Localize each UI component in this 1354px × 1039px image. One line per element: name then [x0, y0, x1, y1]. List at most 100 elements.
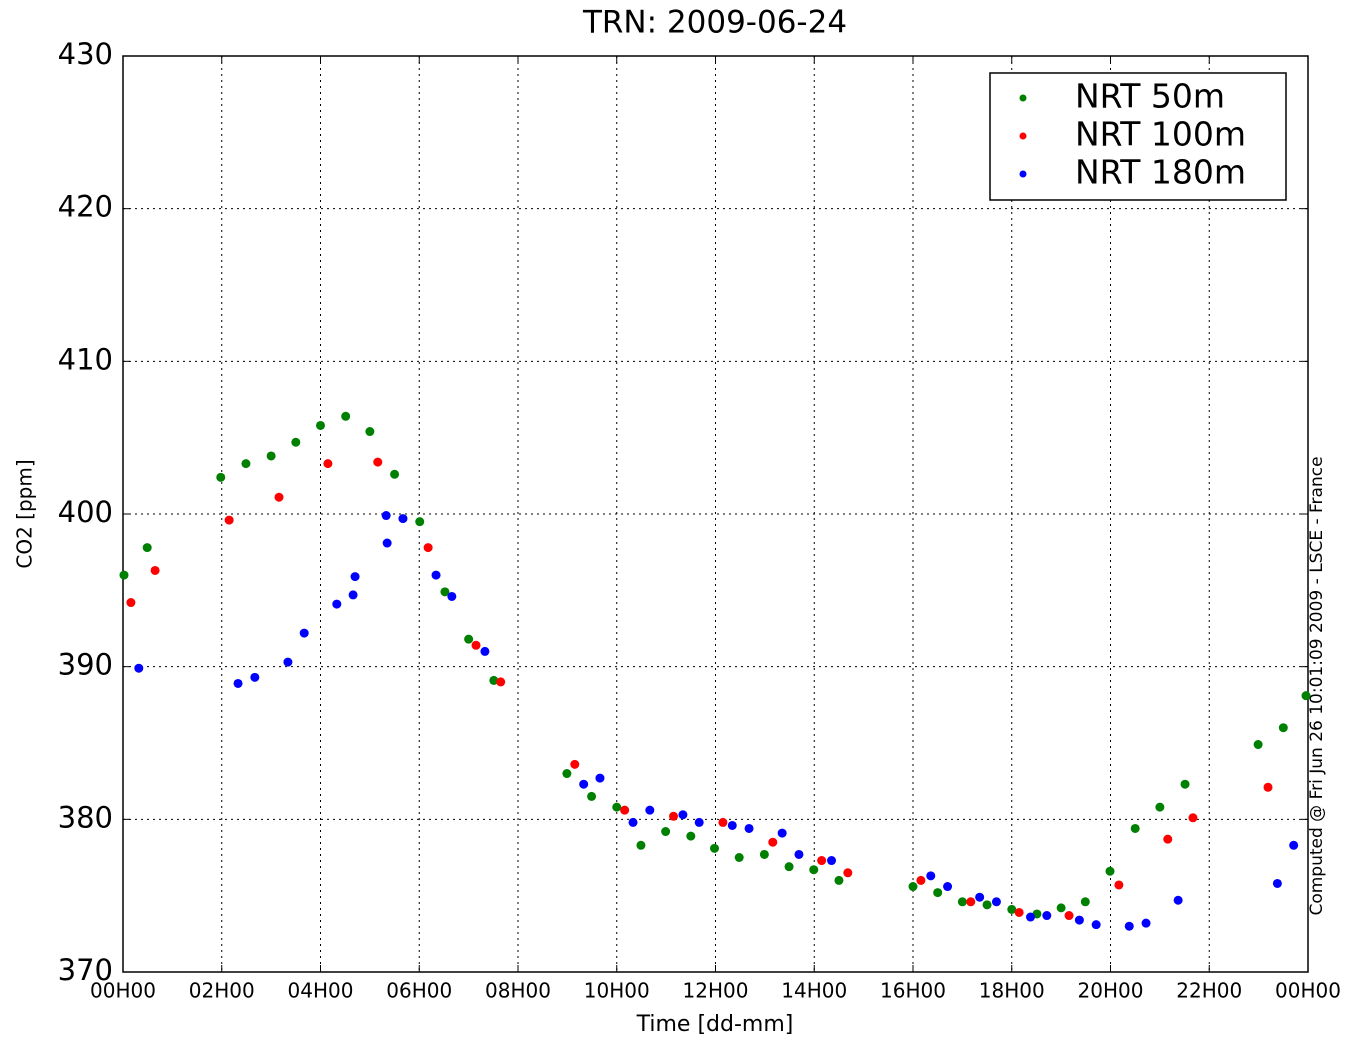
point [266, 451, 276, 461]
point [1130, 823, 1140, 833]
point [1105, 866, 1115, 876]
point [415, 517, 425, 527]
point [1114, 880, 1124, 890]
y-tick-label: 430 [58, 37, 113, 71]
point [1188, 813, 1198, 823]
point [1080, 897, 1090, 907]
x-tick-label: 00H00 [1275, 979, 1341, 1003]
legend-label: NRT 100m [1075, 115, 1246, 154]
point [744, 823, 754, 833]
point [768, 837, 778, 847]
point [678, 810, 688, 820]
point [423, 543, 433, 553]
point [661, 827, 671, 837]
y-tick-label: 410 [58, 342, 113, 376]
point [431, 570, 441, 580]
point [620, 805, 630, 815]
point [1163, 834, 1173, 844]
annotation: Computed @ Fri Jun 26 10:01:09 2009 - LS… [1307, 456, 1327, 915]
point [471, 640, 481, 650]
point [341, 411, 351, 421]
point [350, 572, 360, 582]
point [373, 457, 383, 467]
legend-label: NRT 50m [1075, 77, 1225, 116]
point [809, 865, 819, 875]
point [834, 875, 844, 885]
point [216, 472, 226, 482]
point [323, 459, 333, 469]
point [1272, 878, 1282, 888]
plot-frame [122, 55, 1309, 973]
point [933, 888, 943, 898]
x-tick-label: 18H00 [979, 979, 1045, 1003]
point [587, 791, 597, 801]
point [1042, 911, 1052, 921]
point [150, 565, 160, 575]
point [1253, 740, 1263, 750]
chart-title: TRN: 2009-06-24 [582, 5, 847, 41]
point [991, 897, 1001, 907]
point [784, 862, 794, 872]
point [250, 672, 260, 682]
point [1007, 904, 1017, 914]
y-tick-label: 370 [58, 953, 113, 987]
point [126, 598, 136, 608]
point [957, 897, 967, 907]
point [224, 515, 234, 525]
legend-marker [1019, 170, 1027, 178]
point [843, 868, 853, 878]
point [794, 849, 804, 859]
point [1124, 921, 1134, 931]
point [1289, 840, 1299, 850]
point [636, 840, 646, 850]
point [943, 882, 953, 892]
point [562, 769, 572, 779]
point [1155, 802, 1165, 812]
point [382, 538, 392, 548]
point [233, 678, 243, 688]
point [926, 871, 936, 881]
point [480, 646, 490, 656]
x-tick-label: 12H00 [683, 979, 749, 1003]
point [291, 437, 301, 447]
point [908, 882, 918, 892]
y-tick-label: 400 [58, 495, 113, 529]
y-axis-label: CO2 [ppm] [13, 459, 37, 568]
point [628, 817, 638, 827]
y-tick-label: 390 [58, 648, 113, 682]
point [1074, 915, 1084, 925]
point [966, 897, 976, 907]
point [1180, 779, 1190, 789]
point [579, 779, 589, 789]
point [645, 805, 655, 815]
point [274, 492, 284, 502]
x-tick-label: 10H00 [584, 979, 650, 1003]
point [134, 663, 144, 673]
x-axis-label: Time [dd-mm] [636, 1012, 794, 1037]
point [694, 817, 704, 827]
x-tick-label: 08H00 [485, 979, 551, 1003]
point [1173, 895, 1183, 905]
x-tick-label: 14H00 [781, 979, 847, 1003]
point [390, 469, 400, 479]
x-tick-label: 06H00 [386, 979, 452, 1003]
point [669, 811, 679, 821]
point [710, 843, 720, 853]
point [381, 511, 391, 521]
point [241, 459, 251, 469]
y-tick-label: 420 [58, 190, 113, 224]
x-tick-label: 16H00 [880, 979, 946, 1003]
x-tick-label: 20H00 [1078, 979, 1144, 1003]
point [332, 599, 342, 609]
point [827, 856, 837, 866]
point [570, 759, 580, 769]
point [1056, 903, 1066, 913]
y-tick-label: 380 [58, 800, 113, 834]
point [348, 590, 358, 600]
point [612, 802, 622, 812]
point [1301, 691, 1311, 701]
point [982, 900, 992, 910]
x-tick-label: 22H00 [1176, 979, 1242, 1003]
point [283, 657, 293, 667]
